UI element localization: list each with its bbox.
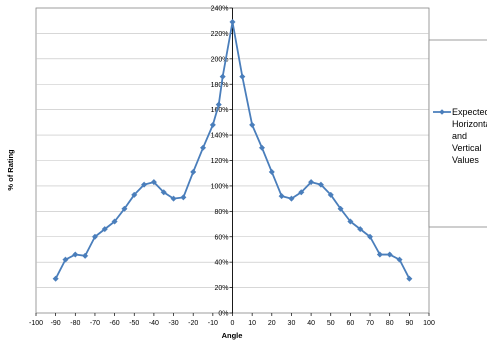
y-tick-label: 60% xyxy=(214,234,228,241)
x-tick-label: 80 xyxy=(386,320,394,327)
x-tick-label: 100 xyxy=(423,320,435,327)
data-point xyxy=(298,189,305,196)
data-point xyxy=(82,252,89,259)
x-tick-label: -30 xyxy=(168,320,178,327)
data-point xyxy=(396,256,403,263)
x-tick-label: -20 xyxy=(188,320,198,327)
data-point xyxy=(249,121,256,128)
y-tick-label: 120% xyxy=(211,158,229,165)
x-tick-label: 20 xyxy=(268,320,276,327)
data-point xyxy=(72,251,79,258)
data-point xyxy=(215,101,222,108)
y-tick-label: 200% xyxy=(211,56,229,63)
data-point xyxy=(258,144,266,151)
data-point xyxy=(268,168,275,176)
legend-label-line: Values xyxy=(452,155,479,165)
x-tick-label: -100 xyxy=(29,320,43,327)
y-axis-title: % of Rating xyxy=(6,149,15,191)
data-point xyxy=(288,195,295,202)
x-tick-label: -70 xyxy=(90,320,100,327)
data-point xyxy=(190,168,197,176)
x-tick-label: 30 xyxy=(288,320,296,327)
y-tick-label: 0% xyxy=(218,311,228,318)
y-tick-label: 220% xyxy=(211,31,229,38)
data-point xyxy=(160,189,167,196)
x-tick-label: -90 xyxy=(51,320,61,327)
data-point xyxy=(199,144,207,151)
legend-label-line: and xyxy=(452,131,467,141)
data-point xyxy=(170,195,177,202)
x-tick-label: 90 xyxy=(405,320,413,327)
data-point xyxy=(229,18,236,26)
data-point xyxy=(406,275,413,282)
data-point xyxy=(91,233,99,240)
x-tick-label: -40 xyxy=(149,320,159,327)
data-point xyxy=(131,191,138,198)
series-line xyxy=(54,21,411,280)
x-tick-label: 60 xyxy=(347,320,355,327)
data-point xyxy=(111,218,118,225)
y-tick-label: 240% xyxy=(211,6,229,13)
data-point xyxy=(140,181,148,188)
x-tick-label: -50 xyxy=(129,320,139,327)
data-point xyxy=(347,218,354,225)
data-point xyxy=(327,191,334,198)
data-point xyxy=(150,179,157,186)
x-axis-title: Angle xyxy=(222,331,243,340)
x-tick-label: -10 xyxy=(208,320,218,327)
y-tick-label: 20% xyxy=(214,285,228,292)
data-point xyxy=(337,205,344,212)
data-point xyxy=(101,226,108,233)
series-group xyxy=(52,18,413,282)
legend-label-line: Horizontal xyxy=(452,119,487,129)
y-tick-label: 40% xyxy=(214,260,228,267)
data-point xyxy=(52,275,59,282)
x-tick-label: 50 xyxy=(327,320,335,327)
data-point xyxy=(308,179,315,186)
legend-marker xyxy=(439,109,445,115)
y-tick-labels: 0% 20% 40% 60% 80% 100% 120% 140% 160% 180% 200% 22… xyxy=(211,6,233,318)
y-tick-label: 140% xyxy=(211,133,229,140)
legend-label-line: Vertical xyxy=(452,143,482,153)
x-tick-label: -80 xyxy=(70,320,80,327)
data-point xyxy=(317,181,325,188)
y-tick-label: 80% xyxy=(214,209,228,216)
data-point xyxy=(219,73,226,80)
data-point xyxy=(209,121,216,128)
legend: Expected Horizontal and Vertical Values xyxy=(433,107,487,165)
x-tick-labels: -100 -90 -80 -70 -60 -50 -40 -30 -20 -10 0 10 20 30 40… xyxy=(29,313,435,327)
data-point xyxy=(121,205,128,212)
legend-box xyxy=(428,39,487,228)
data-point xyxy=(278,193,285,200)
data-point xyxy=(366,233,374,240)
data-point xyxy=(357,226,364,233)
x-tick-label: -60 xyxy=(110,320,120,327)
y-tick-label: 180% xyxy=(211,82,229,89)
data-point xyxy=(62,256,69,263)
data-point xyxy=(180,194,187,201)
x-tick-label: 0 xyxy=(231,320,235,327)
y-tick-label: 100% xyxy=(211,183,229,190)
data-point xyxy=(239,73,246,80)
data-point xyxy=(386,251,393,258)
x-tick-label: 40 xyxy=(307,320,315,327)
y-tick-label: 160% xyxy=(211,107,229,114)
x-tick-label: 10 xyxy=(248,320,256,327)
legend-label-line: Expected xyxy=(452,107,487,117)
data-point xyxy=(376,251,383,258)
x-tick-label: 70 xyxy=(366,320,374,327)
